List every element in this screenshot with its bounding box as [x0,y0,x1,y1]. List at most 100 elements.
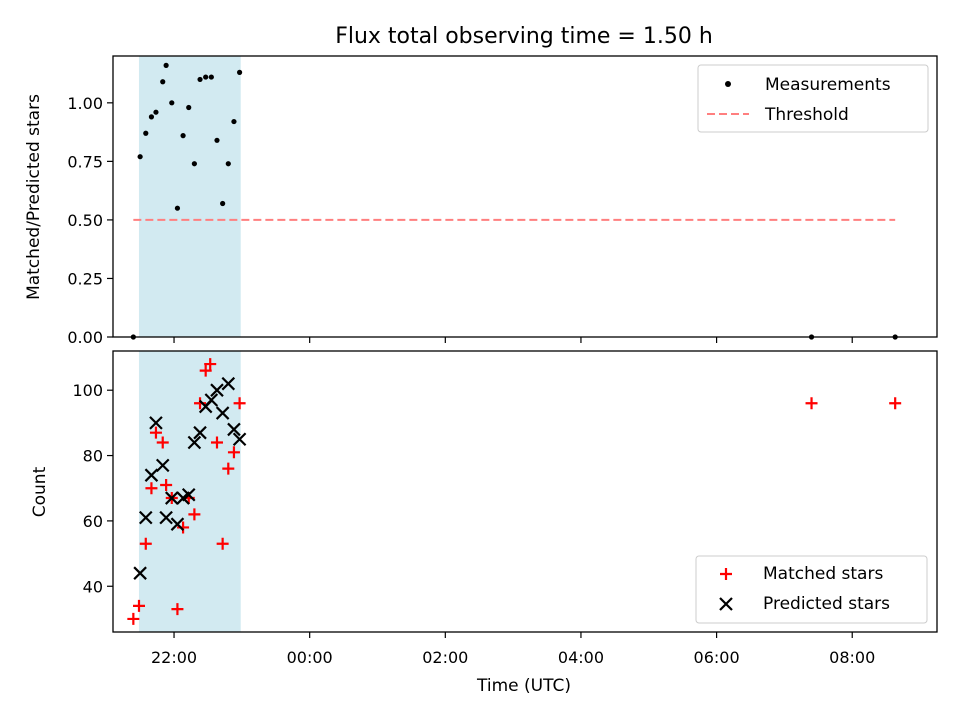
x-tick-label: 06:00 [694,648,740,667]
measurement-point [203,74,209,80]
measurement-point [180,133,186,139]
predicted-star-point [204,393,219,407]
predicted-star-point [227,422,241,437]
legend-matched-label: Matched stars [763,564,883,584]
top-y-tick-label: 0.50 [67,211,103,230]
measurement-point [160,79,166,85]
bottom-y-tick-label: 100 [72,381,103,400]
legend-predicted-marker [719,597,733,611]
matched-star-point [194,397,207,410]
predicted-star-point [193,425,207,440]
bottom-legend: Matched stars Predicted stars [695,555,928,624]
x-tick-label: 00:00 [287,648,333,667]
bottom-panel: 40 60 80 100 22:00 00:00 02:00 04:00 06:00 08:00… [30,350,938,696]
matched-star-point [233,397,246,410]
top-y-tick-label: 0.25 [67,269,103,288]
legend-threshold-label: Threshold [764,105,849,125]
predicted-star-point [133,566,147,580]
matched-star-point [171,603,184,616]
measurement-point [148,114,155,120]
bottom-y-tick-label: 60 [83,512,103,531]
bottom-y-tick-label: 80 [83,447,103,466]
predicted-star-point [221,376,236,391]
predicted-star-point [144,468,159,482]
top-observing-span [138,56,241,337]
predicted-star-point [232,432,247,446]
measurement-point [137,154,143,160]
matched-star-point [177,521,190,534]
bottom-observing-span [138,351,241,632]
predicted-star-point [187,435,202,450]
matched-star-point [227,446,240,459]
bottom-x-ticks: 22:00 00:00 02:00 04:00 06:00 08:00 [151,632,875,667]
predicted-star-point [149,416,163,430]
legend-matched-marker [720,568,732,580]
bottom-span-rect [138,351,241,632]
predicted-star-point [159,510,173,525]
measurement-point [163,62,169,68]
matched-star-point [160,478,173,491]
top-legend-box [697,64,929,133]
predicted-star-point [170,517,185,531]
bottom-y-axis-label: Count [30,466,50,517]
predicted-star-point [155,458,170,473]
bottom-y-tick-label: 40 [83,577,103,596]
top-y-ticks: 0.00 0.25 0.50 0.75 1.00 [67,94,113,347]
matched-star-point [139,537,152,550]
measurement-point [220,200,226,207]
bottom-legend-box [695,555,928,624]
matched-star-point [132,599,145,612]
measurement-point [153,109,159,115]
top-panel: 0.00 0.25 0.50 0.75 1.00 Matched/Predicted s… [24,55,938,347]
matched-star-point [204,358,217,371]
measurement-point [208,74,214,80]
legend-predicted-label: Predicted stars [763,594,890,614]
matched-star-point [222,462,235,475]
measurement-point [186,104,192,111]
top-x-ticks [173,337,853,343]
matched-star-point [127,612,140,625]
top-y-tick-label: 1.00 [67,94,103,113]
x-axis-label: Time (UTC) [476,676,571,696]
legend-measurements-label: Measurements [765,75,891,95]
predicted-star-point [164,491,179,505]
x-tick-label: 08:00 [829,648,875,667]
matched-star-point [145,482,158,495]
measurement-point [191,161,197,167]
matched-star-point [210,436,223,449]
top-span-rect [138,56,241,337]
top-y-tick-label: 0.00 [67,328,103,347]
predicted-star-point [139,510,153,525]
legend-measurements-marker [725,81,731,87]
bottom-axes-frame [112,350,938,633]
top-y-axis-label: Matched/Predicted stars [24,94,44,300]
figure-title: Flux total observing time = 1.50 h [335,24,713,49]
x-tick-label: 22:00 [151,648,197,667]
matched-star-point [889,397,902,410]
predicted-stars-points [133,376,247,580]
matched-star-point [216,537,229,550]
measurement-point [143,130,149,136]
measurement-point [236,69,243,75]
bottom-y-ticks: 40 60 80 100 [72,381,113,596]
matched-star-point [149,426,162,439]
measurement-point [197,76,203,83]
predicted-star-point [181,487,196,502]
predicted-star-point [210,383,224,397]
top-y-tick-label: 0.75 [67,152,103,171]
measurement-point [214,137,220,143]
measurement-point [174,205,181,211]
predicted-star-point [215,406,230,420]
matched-star-point [199,364,212,377]
measurement-point [231,118,237,125]
matched-star-point [805,397,818,410]
measurement-point [225,161,231,167]
x-tick-label: 02:00 [422,648,468,667]
measurement-points [130,62,898,340]
top-axes-frame [112,55,938,338]
x-tick-label: 04:00 [558,648,604,667]
matched-star-point [156,436,169,449]
matched-star-point [188,508,201,521]
top-legend: Measurements Threshold [697,64,929,133]
